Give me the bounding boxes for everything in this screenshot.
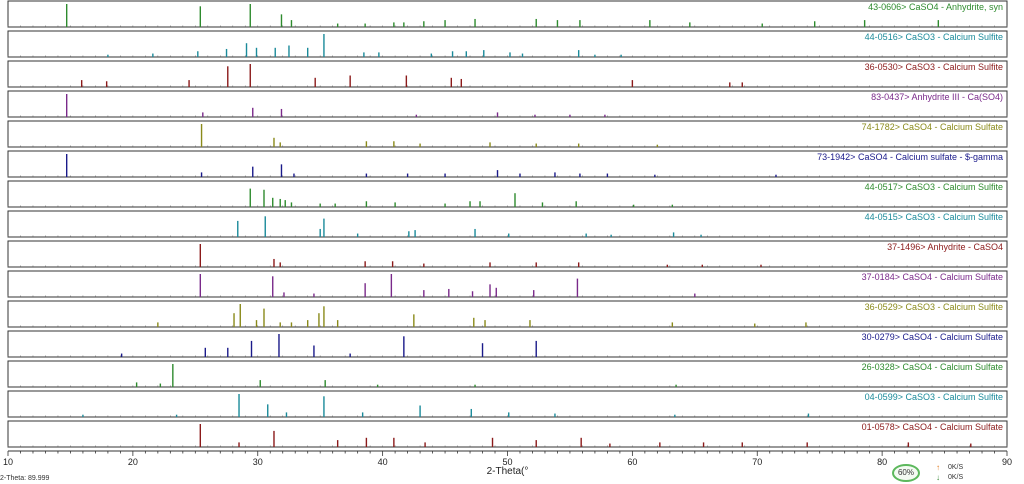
panel-label-12: 26-0328> CaSO4 - Calcium Sulfate [862, 362, 1003, 372]
panel-frame-2 [7, 60, 1008, 88]
x-tick-label-90: 90 [1002, 457, 1012, 467]
network-status-widget[interactable]: 60% ↑ ↓ 0K/S 0K/S [892, 462, 1024, 484]
panel-label-6: 44-0517> CaSO3 - Calcium Sulfite [865, 182, 1003, 192]
up-arrow-icon: ↑ [936, 463, 940, 472]
panel-frame-12 [7, 360, 1008, 388]
x-tick-label-80: 80 [877, 457, 887, 467]
panel-label-3: 83-0437> Anhydrite III - Ca(SO4) [871, 92, 1003, 102]
panel-label-0: 43-0606> CaSO4 - Anhydrite, syn [868, 2, 1003, 12]
down-arrow-icon: ↓ [936, 473, 940, 482]
x-axis-title: 2-Theta(° [487, 466, 529, 477]
panel-label-7: 44-0515> CaSO3 - Calcium Sulfite [865, 212, 1003, 222]
x-tick-label-30: 30 [253, 457, 263, 467]
panel-frame-5 [7, 150, 1008, 178]
panel-frame-9 [7, 270, 1008, 298]
panel-label-13: 04-0599> CaSO3 - Calcium Sulfite [865, 392, 1003, 402]
panel-frame-14 [7, 420, 1008, 448]
cpu-usage-badge[interactable]: 60% [892, 464, 920, 482]
panel-label-8: 37-1496> Anhydrite - CaSO4 [887, 242, 1003, 252]
panel-frame-6 [7, 180, 1008, 208]
x-tick-label-20: 20 [128, 457, 138, 467]
panel-frame-0 [7, 0, 1008, 28]
panel-label-1: 44-0516> CaSO3 - Calcium Sulfite [865, 32, 1003, 42]
panel-label-10: 36-0529> CaSO3 - Calcium Sulfite [865, 302, 1003, 312]
download-rate: 0K/S [948, 474, 964, 481]
panel-label-5: 73-1942> CaSO4 - Calcium sulfate - $-gam… [817, 152, 1003, 162]
panel-label-4: 74-1782> CaSO4 - Calcium Sulfate [862, 122, 1003, 132]
x-tick-label-40: 40 [378, 457, 388, 467]
panel-frame-13 [7, 390, 1008, 418]
panel-frame-8 [7, 240, 1008, 268]
panel-frame-1 [7, 30, 1008, 58]
panel-frame-7 [7, 210, 1008, 238]
panel-frame-4 [7, 120, 1008, 148]
x-tick-label-10: 10 [3, 457, 13, 467]
panel-frame-3 [7, 90, 1008, 118]
panel-label-2: 36-0530> CaSO3 - Calcium Sulfite [865, 62, 1003, 72]
x-tick-label-50: 50 [502, 457, 512, 467]
x-tick-label-60: 60 [627, 457, 637, 467]
cursor-readout: 2-Theta: 89.999 [0, 475, 50, 482]
panel-label-9: 37-0184> CaSO4 - Calcium Sulfate [862, 272, 1003, 282]
x-tick-label-70: 70 [752, 457, 762, 467]
panel-label-11: 30-0279> CaSO4 - Calcium Sulfate [862, 332, 1003, 342]
panel-frame-11 [7, 330, 1008, 358]
panel-label-14: 01-0578> CaSO4 - Calcium Sulfate [862, 422, 1003, 432]
upload-rate: 0K/S [948, 464, 964, 471]
